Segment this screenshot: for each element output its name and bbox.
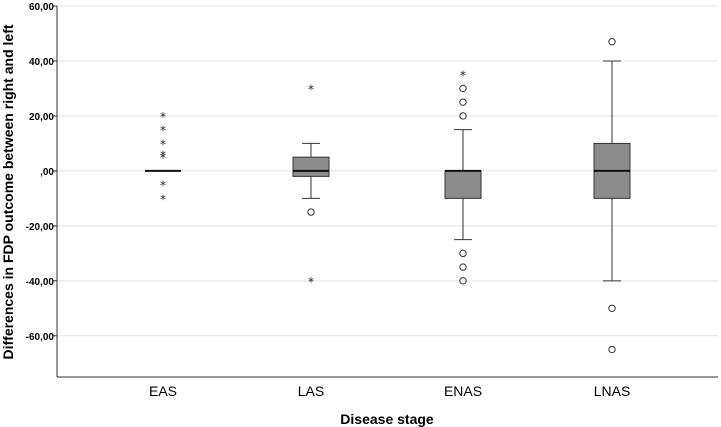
y-tick-label: 60,00 <box>29 2 54 13</box>
y-axis-title: Differences in FDP outcome between right… <box>0 24 16 359</box>
y-axis-ticks: 60,00 40,00 20,00 ,00 -20,00 -40,00 -60,00 <box>26 2 57 343</box>
extreme-point: * <box>308 275 314 289</box>
extreme-point: * <box>160 192 166 206</box>
x-axis-ticks: EAS LAS ENAS LNAS <box>149 383 630 399</box>
outlier-point <box>459 98 467 106</box>
extreme-point: * <box>160 151 166 165</box>
y-tick-label: 40,00 <box>29 57 54 68</box>
box-group-lnas <box>593 38 631 354</box>
extreme-point: * <box>460 69 466 83</box>
y-tick-label: ,00 <box>40 167 54 178</box>
x-tick-label: ENAS <box>444 383 482 399</box>
box-iqr <box>444 170 482 199</box>
box-group-eas: ******* <box>145 110 181 206</box>
x-tick-label: LNAS <box>594 383 631 399</box>
x-tick-label: LAS <box>298 383 324 399</box>
extreme-point: * <box>160 124 166 138</box>
extreme-point: * <box>160 137 166 151</box>
box-series: ********** <box>145 38 631 354</box>
outlier-point <box>459 277 467 285</box>
outlier-point <box>608 345 616 354</box>
box-group-enas: * <box>444 69 482 285</box>
outlier-point <box>459 263 467 271</box>
extreme-point: * <box>160 110 166 124</box>
extreme-point: * <box>308 82 314 96</box>
outlier-point <box>608 304 616 312</box>
outlier-point <box>608 38 616 46</box>
y-tick-label: -60,00 <box>26 332 55 343</box>
y-tick-label: 20,00 <box>29 112 54 123</box>
outlier-point <box>459 249 467 258</box>
outlier-point <box>459 84 467 93</box>
extreme-point: * <box>160 148 166 162</box>
y-tick-label: -20,00 <box>26 222 55 233</box>
outlier-point <box>459 112 467 120</box>
x-axis-title: Disease stage <box>340 411 434 427</box>
box-iqr <box>292 156 330 177</box>
extreme-point: * <box>160 179 166 193</box>
outlier-point <box>307 208 315 216</box>
y-tick-label: -40,00 <box>26 277 55 288</box>
box-group-las: ** <box>292 82 330 289</box>
x-tick-label: EAS <box>149 383 177 399</box>
